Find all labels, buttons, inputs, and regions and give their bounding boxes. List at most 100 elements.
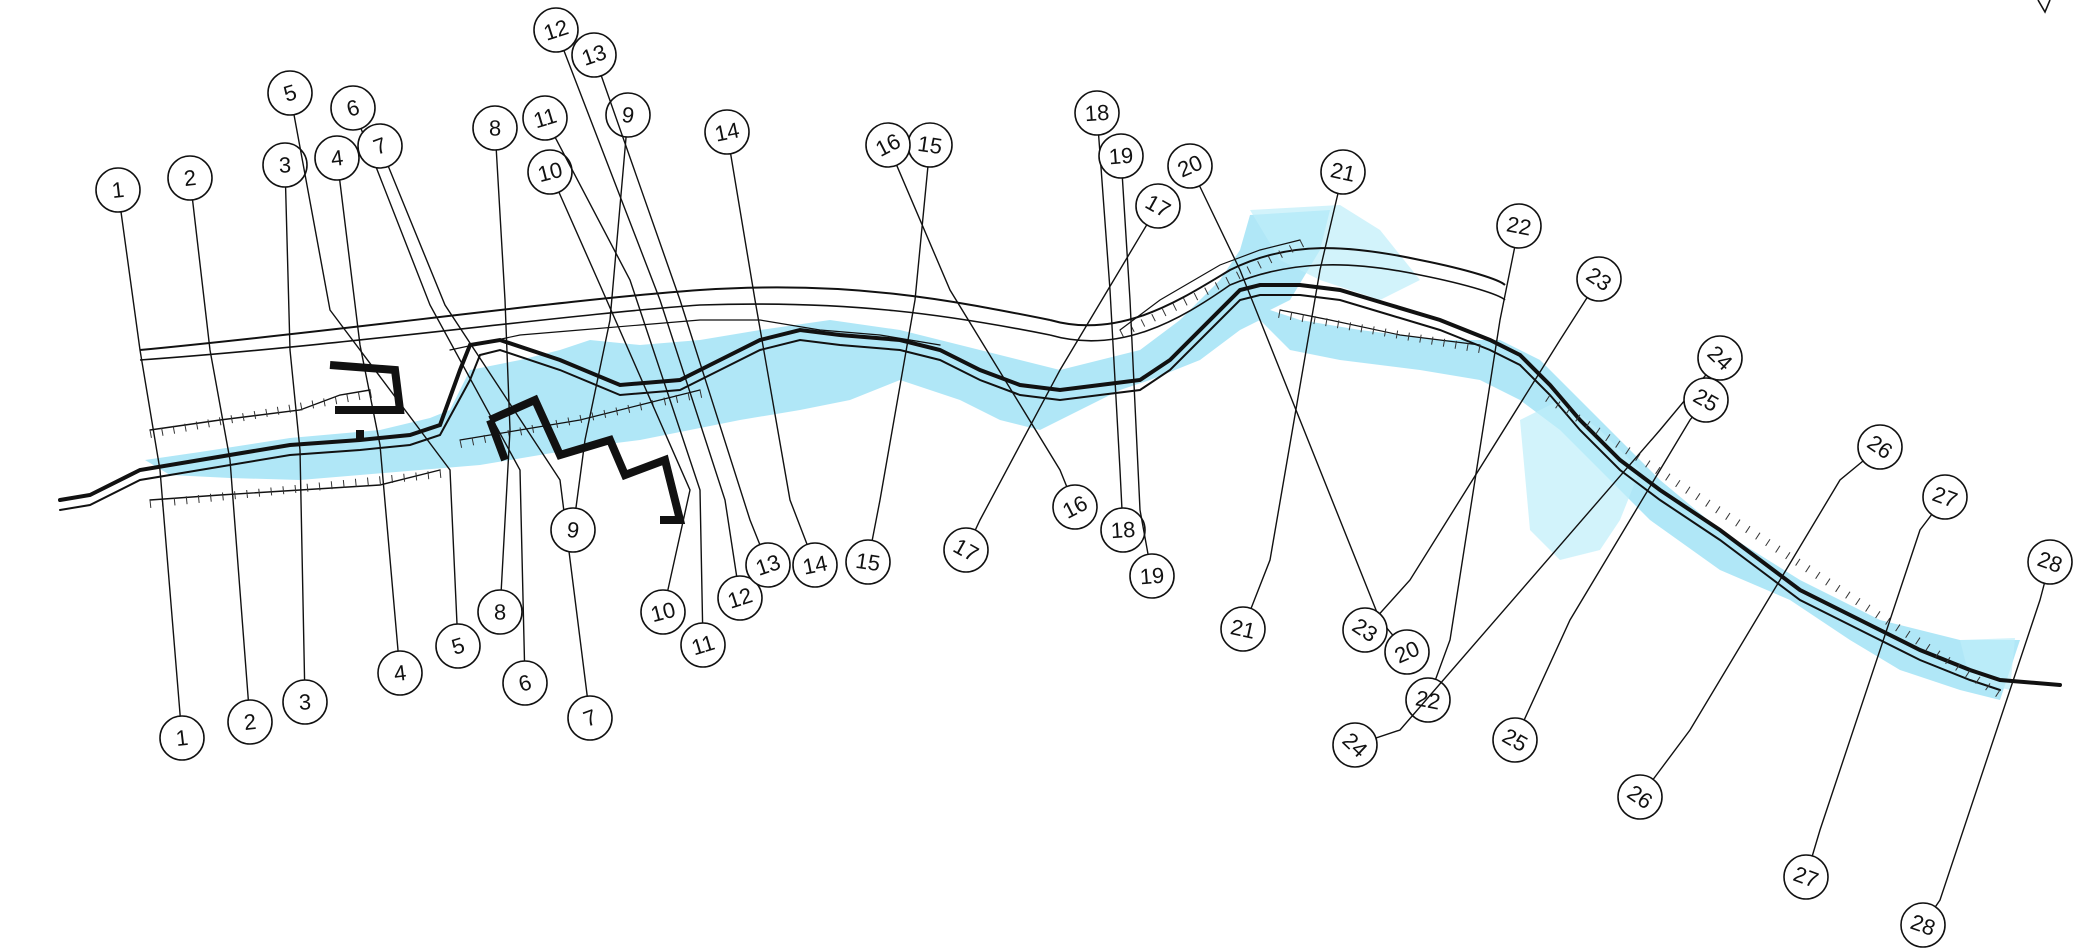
- hatch-tick: [334, 396, 338, 405]
- hatch-tick: [1575, 414, 1581, 422]
- section-line-27: [1805, 496, 1946, 878]
- section-label-14-bottom: 14: [792, 542, 838, 588]
- hatch-tick: [1725, 512, 1731, 520]
- hatch-tick: [1665, 473, 1671, 481]
- hatch-tick: [1360, 324, 1363, 333]
- hatch-tick: [1885, 617, 1891, 625]
- section-line-28: [1922, 561, 2051, 926]
- hatch-tick: [1288, 245, 1294, 253]
- hatch-tick: [1555, 401, 1561, 409]
- svg-text:18: 18: [1110, 517, 1136, 543]
- section-line-19: [1120, 155, 1153, 577]
- hatch-tick: [184, 423, 187, 432]
- section-label-28-top: 28: [2027, 539, 2073, 585]
- hatch-tick: [1161, 308, 1167, 317]
- section-label-17-top: 17: [1135, 183, 1181, 229]
- hatch-tick: [1685, 486, 1691, 494]
- section-label-16-top: 16: [865, 122, 911, 168]
- hatch-tick: [1442, 338, 1446, 347]
- hatch-tick: [1635, 453, 1641, 461]
- hatch-tick: [639, 402, 643, 411]
- section-label-23-bottom: 23: [1342, 607, 1388, 653]
- hatch-tick: [699, 389, 703, 398]
- section-line-18: [1096, 112, 1124, 531]
- hatch-tick: [1466, 342, 1469, 351]
- hatch-tick: [603, 409, 607, 418]
- section-label-25-bottom: 25: [1492, 717, 1538, 763]
- section-line-1: [117, 189, 183, 739]
- svg-text:14: 14: [713, 117, 742, 146]
- hatch-tick: [1615, 440, 1621, 448]
- hatch-tick: [439, 469, 442, 479]
- svg-text:8: 8: [494, 599, 507, 624]
- hatch-tick: [246, 489, 248, 499]
- section-label-23-top: 23: [1576, 256, 1622, 302]
- section-line-3: [284, 164, 306, 703]
- hatch-tick: [282, 486, 285, 495]
- svg-text:10: 10: [535, 157, 565, 187]
- svg-text:14: 14: [801, 550, 830, 579]
- section-label-11-bottom: 11: [680, 622, 726, 668]
- svg-text:19: 19: [1108, 143, 1134, 170]
- section-line-14: [726, 131, 816, 566]
- hatch-tick: [1915, 637, 1921, 645]
- svg-text:15: 15: [854, 548, 882, 576]
- hatch-tick: [1865, 604, 1871, 612]
- hatch-tick: [1299, 239, 1305, 248]
- section-label-20-bottom: 20: [1384, 629, 1430, 675]
- hatch-tick: [1348, 322, 1352, 331]
- hatch-tick: [1655, 466, 1661, 475]
- hatch-tick: [427, 471, 430, 480]
- svg-text:3: 3: [278, 152, 291, 177]
- hatch-tick: [687, 392, 691, 401]
- section-label-7-bottom: 7: [567, 695, 613, 741]
- hatch-tick: [591, 412, 595, 421]
- hatch-tick: [1785, 552, 1791, 560]
- hatch-tick: [1193, 292, 1199, 301]
- hatch-tick: [330, 481, 333, 490]
- svg-text:2: 2: [243, 709, 258, 735]
- hatch-tick: [1895, 624, 1901, 632]
- hatch-tick: [1204, 287, 1209, 296]
- hatch-tick: [1336, 320, 1340, 329]
- hatch-tick: [1625, 447, 1631, 455]
- hatch-tick: [1825, 578, 1831, 586]
- hatch-tick: [1745, 525, 1751, 534]
- section-line-16: [887, 144, 1076, 508]
- svg-text:4: 4: [392, 660, 407, 686]
- hatch-tick: [1151, 313, 1156, 322]
- section-line-11: [544, 117, 704, 646]
- hatch-tick: [1119, 329, 1125, 338]
- hatch-tick: [185, 496, 188, 505]
- hatch-tick: [415, 472, 418, 481]
- hatch-tick: [1855, 597, 1861, 606]
- hatch-tick: [1965, 670, 1971, 678]
- section-label-6-top: 6: [330, 85, 376, 131]
- section-label-15-bottom: 15: [845, 539, 891, 585]
- hatch-tick: [234, 491, 236, 500]
- hatch-tick: [1140, 319, 1146, 327]
- section-label-28-bottom: 28: [1900, 902, 1946, 948]
- section-label-7-top: 7: [357, 123, 403, 169]
- hatch-tick: [531, 424, 535, 433]
- hatch-tick: [1585, 420, 1591, 429]
- section-label-6-bottom: 6: [502, 660, 548, 706]
- section-label-15-top: 15: [907, 122, 953, 168]
- section-label-26-top: 26: [1857, 424, 1903, 470]
- section-label-10-bottom: 10: [640, 589, 686, 635]
- hatch-tick: [1384, 328, 1387, 337]
- section-label-16-bottom: 16: [1052, 484, 1098, 530]
- section-label-27-top: 27: [1922, 474, 1968, 520]
- section-label-5-top: 5: [267, 70, 313, 116]
- svg-text:9: 9: [565, 517, 580, 543]
- section-line-9: [572, 114, 629, 531]
- section-label-3-bottom: 3: [282, 679, 328, 725]
- section-label-13-top: 13: [571, 32, 617, 78]
- section-label-26-bottom: 26: [1617, 774, 1663, 820]
- hatch-tick: [270, 487, 273, 496]
- hatch-tick: [318, 482, 321, 491]
- hatch-tick: [1545, 394, 1551, 402]
- hatch-tick: [1945, 656, 1951, 665]
- hatch-tick: [1775, 545, 1781, 553]
- hatch-tick: [567, 417, 571, 426]
